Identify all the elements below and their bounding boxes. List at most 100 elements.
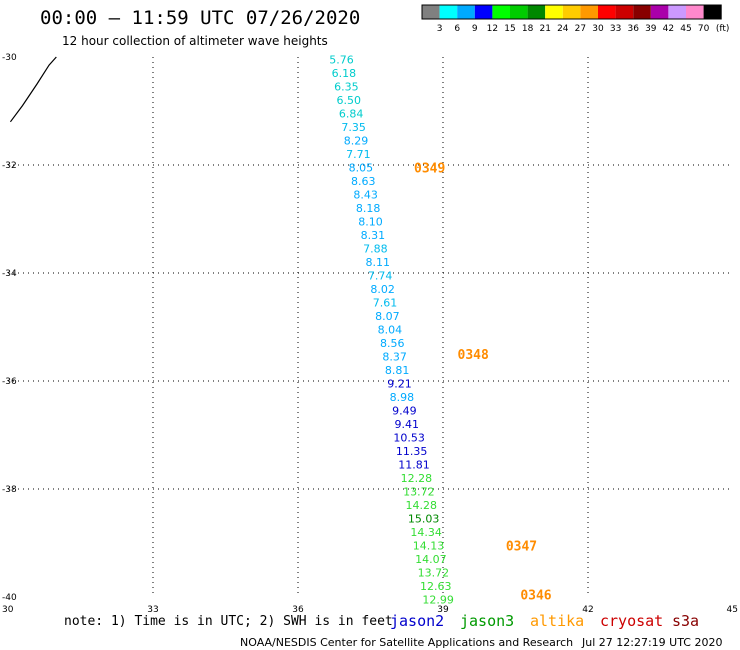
legend-label: 18 bbox=[522, 24, 534, 34]
grid-lines bbox=[8, 57, 733, 597]
y-tick-label: -38 bbox=[2, 485, 17, 495]
satellite-label: altika bbox=[530, 612, 584, 630]
legend-swatch bbox=[598, 5, 616, 19]
legend-swatch bbox=[510, 5, 528, 19]
legend-label: 3 bbox=[437, 24, 443, 34]
wave-height-label: 7.74 bbox=[368, 270, 393, 283]
note-text: note: 1) Time is in UTC; 2) SWH is in fe… bbox=[64, 614, 393, 629]
wave-height-label: 11.35 bbox=[396, 445, 428, 458]
legend-swatch bbox=[545, 5, 563, 19]
wave-height-label: 13.72 bbox=[403, 486, 435, 499]
wave-height-label: 8.04 bbox=[378, 324, 403, 337]
wave-height-label: 8.37 bbox=[382, 351, 407, 364]
timestamp-text: Jul 27 12:27:19 UTC 2020 bbox=[581, 636, 722, 649]
legend-swatch bbox=[562, 5, 581, 19]
x-tick-label: 36 bbox=[292, 605, 304, 615]
wave-height-label: 8.11 bbox=[366, 256, 391, 269]
time-marker: 0347 bbox=[506, 540, 537, 555]
wave-height-label: 8.29 bbox=[344, 135, 369, 148]
wave-height-label: 14.07 bbox=[415, 553, 447, 566]
legend-label: 21 bbox=[539, 24, 550, 34]
wave-height-label: 9.49 bbox=[392, 405, 417, 418]
x-tick-label: 42 bbox=[582, 605, 593, 615]
legend-label: 42 bbox=[663, 24, 674, 34]
wave-height-label: 8.10 bbox=[358, 216, 383, 229]
y-tick-label: -40 bbox=[2, 593, 17, 603]
time-marker: 0346 bbox=[520, 588, 551, 603]
coastline-path bbox=[9, 56, 57, 123]
wave-height-label: 8.02 bbox=[370, 283, 395, 296]
time-marker: 0348 bbox=[458, 348, 489, 363]
wave-height-labels: 5.766.186.356.506.847.358.297.718.058.63… bbox=[329, 54, 454, 607]
wave-height-label: 7.88 bbox=[363, 243, 388, 256]
wave-height-label: 8.18 bbox=[356, 202, 381, 215]
legend-swatch bbox=[650, 5, 669, 19]
legend-label: 9 bbox=[472, 24, 478, 34]
wave-height-label: 10.53 bbox=[393, 432, 425, 445]
wave-height-label: 8.07 bbox=[375, 310, 400, 323]
satellite-label: s3a bbox=[672, 612, 699, 630]
legend-label: 15 bbox=[504, 24, 515, 34]
legend-label: 70 bbox=[698, 24, 710, 34]
wave-height-label: 5.76 bbox=[329, 54, 354, 67]
legend-swatch bbox=[668, 5, 686, 19]
wave-height-label: 6.84 bbox=[339, 108, 364, 121]
chart-title: 00:00 – 11:59 UTC 07/26/2020 bbox=[40, 7, 360, 29]
legend-swatch bbox=[703, 5, 722, 19]
credit-text: NOAA/NESDIS Center for Satellite Applica… bbox=[240, 636, 573, 649]
y-tick-label: -34 bbox=[2, 269, 17, 279]
legend-label: 27 bbox=[575, 24, 586, 34]
legend-label: 36 bbox=[627, 24, 639, 34]
wave-height-label: 8.56 bbox=[380, 337, 405, 350]
legend-label: 39 bbox=[645, 24, 657, 34]
x-tick-label: 45 bbox=[727, 605, 738, 615]
time-marker: 0349 bbox=[414, 162, 445, 177]
wave-height-label: 8.43 bbox=[353, 189, 378, 202]
legend-swatch bbox=[615, 5, 634, 19]
y-tick-label: -30 bbox=[2, 53, 17, 63]
wave-height-label: 8.63 bbox=[351, 175, 376, 188]
legend-label: 12 bbox=[487, 24, 498, 34]
wave-height-label: 14.13 bbox=[413, 540, 445, 553]
legend-swatch bbox=[474, 5, 493, 19]
satellite-label: jason3 bbox=[460, 612, 514, 630]
legend-swatch bbox=[492, 5, 510, 19]
y-tick-label: -36 bbox=[2, 377, 17, 387]
wave-height-label: 15.03 bbox=[408, 513, 440, 526]
time-markers: 0349 0348 0347 0346 bbox=[414, 162, 552, 604]
wave-height-label: 8.05 bbox=[349, 162, 374, 175]
satellite-label: cryosat bbox=[600, 612, 663, 630]
wave-height-label: 8.31 bbox=[361, 229, 386, 242]
legend-swatch bbox=[422, 5, 440, 19]
satellite-legend: jason2 jason3 altika cryosat s3a bbox=[390, 612, 699, 630]
legend-unit: (ft) bbox=[716, 24, 730, 34]
y-tick-label: -32 bbox=[2, 161, 17, 171]
legend-label: 6 bbox=[454, 24, 460, 34]
color-legend: 3 6 9 12 15 18 21 24 27 30 33 36 39 42 45 70 (ft) bbox=[421, 4, 730, 34]
satellite-label: jason2 bbox=[390, 612, 444, 630]
x-tick-label: 30 bbox=[2, 605, 14, 615]
wave-height-label: 7.71 bbox=[346, 148, 371, 161]
legend-swatch bbox=[439, 5, 458, 19]
x-tick-label: 39 bbox=[437, 605, 449, 615]
wave-height-label: 7.61 bbox=[373, 297, 398, 310]
wave-height-label: 11.81 bbox=[398, 459, 430, 472]
legend-swatch bbox=[457, 5, 475, 19]
wave-height-label: 12.63 bbox=[420, 580, 452, 593]
wave-height-label: 6.50 bbox=[337, 94, 362, 107]
wave-height-label: 13.72 bbox=[418, 567, 450, 580]
wave-height-label: 6.35 bbox=[334, 81, 359, 94]
wave-height-label: 14.28 bbox=[406, 499, 438, 512]
wave-height-label: 12.28 bbox=[401, 472, 433, 485]
legend-label: 24 bbox=[557, 24, 569, 34]
legend-label: 33 bbox=[610, 24, 621, 34]
wave-height-label: 9.21 bbox=[387, 378, 412, 391]
legend-swatch bbox=[686, 5, 704, 19]
legend-swatch bbox=[580, 5, 598, 19]
legend-frame bbox=[421, 4, 722, 20]
wave-height-label: 8.98 bbox=[390, 391, 415, 404]
chart-subtitle: 12 hour collection of altimeter wave hei… bbox=[62, 34, 328, 48]
legend-label: 45 bbox=[680, 24, 691, 34]
x-tick-label: 33 bbox=[147, 605, 158, 615]
